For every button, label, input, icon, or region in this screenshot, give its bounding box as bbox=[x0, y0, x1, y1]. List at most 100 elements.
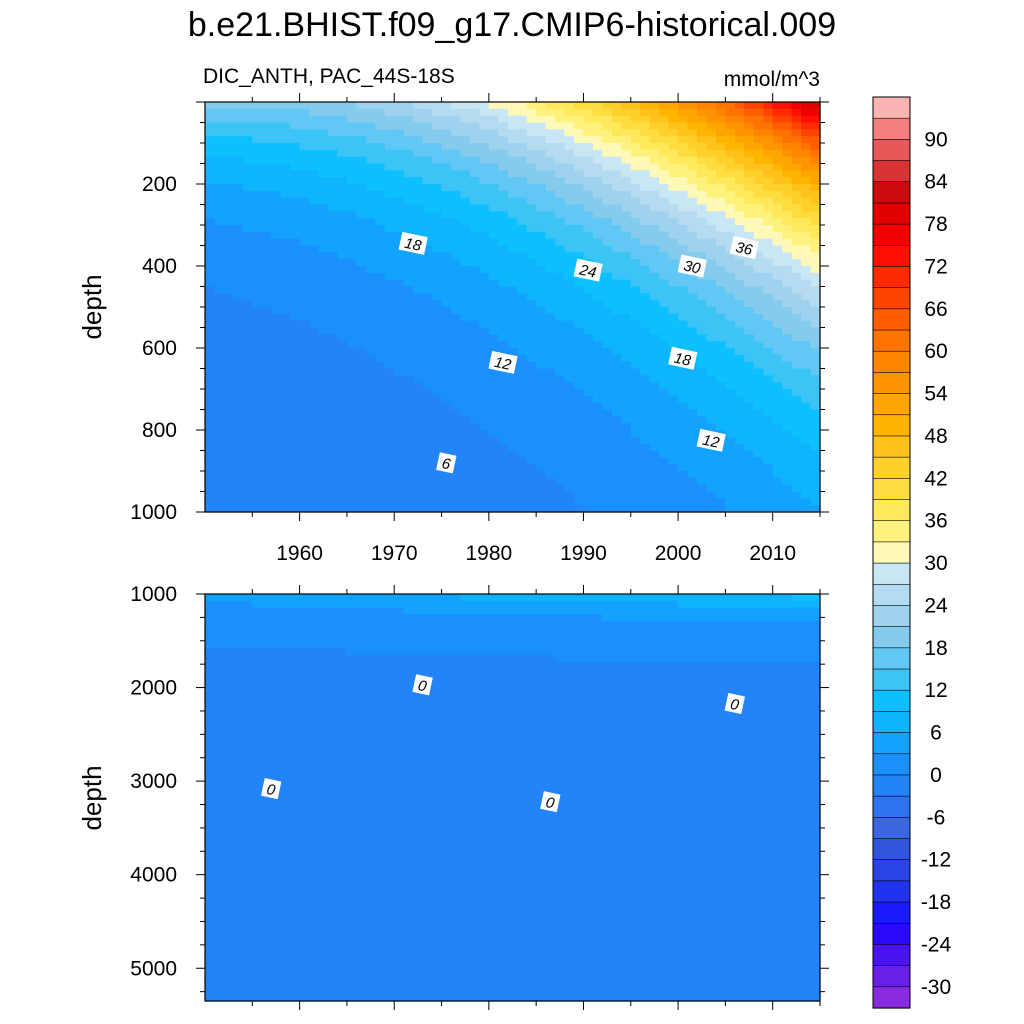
colorbar-box bbox=[872, 287, 911, 310]
top-panel-y-axis-label: depth bbox=[77, 274, 107, 339]
colorbar-box bbox=[872, 583, 911, 607]
colorbar-label: -30 bbox=[921, 976, 951, 999]
top-plot-area: 1960 1970 1980 1990 2000 2010 200 400 600 800 1000… bbox=[130, 93, 829, 565]
contour-label-box bbox=[724, 692, 745, 715]
colorbar-label: -18 bbox=[921, 891, 951, 914]
contour-label: 0 bbox=[540, 791, 561, 813]
colorbar-box bbox=[872, 817, 911, 840]
contour-label-box bbox=[677, 254, 707, 278]
contour-label-box bbox=[729, 235, 759, 260]
colorbar-box bbox=[872, 901, 911, 924]
contour-label-box bbox=[398, 231, 428, 255]
colorbar-box bbox=[872, 329, 911, 352]
colorbar-box bbox=[872, 456, 911, 479]
contour-label-text: 12 bbox=[701, 432, 721, 452]
colorbar-box bbox=[872, 689, 911, 713]
contour-label-box bbox=[573, 258, 603, 282]
x-tick-label: 2000 bbox=[655, 542, 702, 565]
colorbar-box bbox=[872, 711, 911, 734]
contour-label: 30 bbox=[677, 254, 707, 278]
contour-label-box bbox=[668, 346, 698, 370]
colorbar-label: 78 bbox=[924, 213, 947, 236]
y-tick-label: 1000 bbox=[130, 501, 177, 524]
x-tick-label: 1990 bbox=[560, 542, 607, 565]
contour-label-text: 30 bbox=[682, 257, 702, 277]
contour-label-box bbox=[696, 428, 726, 452]
colorbar-box bbox=[872, 753, 911, 776]
contour-label-text: 36 bbox=[734, 239, 754, 259]
y-tick-label: 3000 bbox=[130, 770, 177, 793]
y-tick-label: 4000 bbox=[130, 864, 177, 887]
colorbar-label: 18 bbox=[924, 637, 947, 660]
colorbar-box bbox=[872, 838, 911, 861]
colorbar-box bbox=[872, 732, 911, 755]
y-tick-label: 800 bbox=[142, 419, 177, 442]
colorbar-box bbox=[872, 795, 911, 818]
contour-label: 24 bbox=[573, 258, 603, 282]
colorbar-label: 30 bbox=[924, 552, 947, 575]
colorbar-box bbox=[872, 266, 911, 289]
colorbar-label: 42 bbox=[924, 467, 947, 490]
x-tick-label: 2010 bbox=[749, 542, 796, 565]
contour-label: 0 bbox=[412, 674, 433, 696]
colorbar-box bbox=[872, 859, 911, 882]
bottom-panel-y-axis-label: depth bbox=[77, 765, 107, 830]
y-tick-label: 600 bbox=[142, 337, 177, 360]
colorbar-box bbox=[872, 944, 911, 967]
colorbar-label: 84 bbox=[924, 171, 948, 194]
colorbar-box bbox=[872, 414, 911, 437]
colorbar-label: 90 bbox=[924, 128, 947, 151]
colorbar-label: 24 bbox=[924, 595, 948, 618]
colorbar-box bbox=[872, 223, 911, 246]
colorbar-label: 54 bbox=[924, 383, 948, 406]
colorbar-label: 0 bbox=[930, 764, 942, 787]
colorbar-box bbox=[872, 139, 911, 162]
contour-label-box bbox=[436, 452, 457, 474]
colorbar-box bbox=[872, 647, 911, 670]
contour-label-box bbox=[488, 350, 518, 374]
colorbar-box bbox=[872, 626, 911, 649]
colorbar-box bbox=[872, 308, 911, 331]
colorbar-label: 60 bbox=[924, 340, 947, 363]
contour-label-text: 18 bbox=[673, 350, 693, 370]
colorbar-label: 36 bbox=[924, 510, 947, 533]
contour-label: 0 bbox=[261, 778, 282, 800]
colorbar-box bbox=[872, 880, 911, 903]
colorbar-box bbox=[872, 96, 911, 119]
colorbar-label: 48 bbox=[924, 425, 947, 448]
contour-label-box bbox=[412, 674, 433, 696]
colorbar-box bbox=[872, 372, 911, 395]
top-panel-units: mmol/m^3 bbox=[724, 68, 820, 91]
bottom-contour-fill bbox=[205, 594, 821, 1002]
colorbar-box bbox=[872, 774, 911, 797]
colorbar-box bbox=[872, 435, 911, 458]
x-tick-label: 1980 bbox=[465, 542, 512, 565]
colorbar-box bbox=[872, 117, 911, 140]
contour-label: 18 bbox=[668, 346, 698, 370]
contour-label: 12 bbox=[488, 350, 518, 374]
y-tick-label: 2000 bbox=[130, 677, 177, 700]
colorbar-box bbox=[872, 922, 911, 946]
colorbar-frame bbox=[872, 96, 911, 1009]
colorbar-box bbox=[872, 245, 911, 268]
colorbar-box bbox=[872, 965, 911, 988]
y-tick-label: 200 bbox=[142, 173, 177, 196]
colorbar-box bbox=[872, 393, 911, 416]
y-tick-label: 400 bbox=[142, 255, 177, 278]
top-panel-left-string: DIC_ANTH, PAC_44S-18S bbox=[203, 65, 455, 88]
x-tick-label: 1960 bbox=[276, 542, 323, 565]
bottom-panel: depth 1000 2000 3000 4000 5000 0 0 0 0 bbox=[77, 583, 829, 1010]
colorbar-box bbox=[872, 541, 911, 564]
colorbar-label: 72 bbox=[924, 256, 947, 279]
contour-label-box bbox=[261, 778, 282, 800]
contour-label-box bbox=[540, 791, 561, 813]
y-tick-label: 1000 bbox=[130, 583, 177, 606]
top-panel: DIC_ANTH, PAC_44S-18S mmol/m^3 depth 196… bbox=[77, 65, 829, 565]
figure-title: b.e21.BHIST.f09_g17.CMIP6-historical.009 bbox=[188, 6, 836, 44]
colorbar-label: -12 bbox=[921, 849, 951, 872]
colorbar-label: 6 bbox=[930, 722, 942, 745]
colorbar-box bbox=[872, 986, 911, 1009]
colorbar-box bbox=[872, 520, 911, 543]
colorbar-box bbox=[872, 499, 911, 522]
colorbar-box bbox=[872, 350, 911, 374]
